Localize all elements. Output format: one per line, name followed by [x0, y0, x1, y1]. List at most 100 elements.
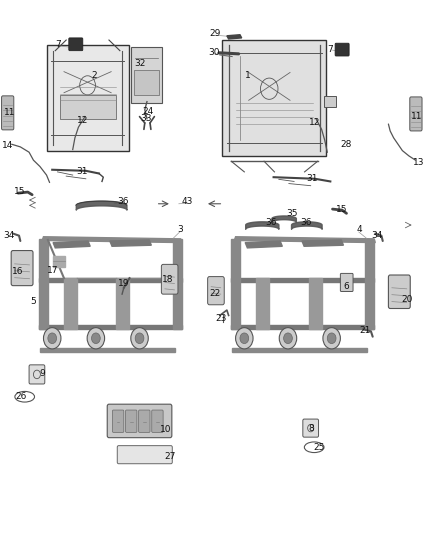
- Text: 1: 1: [244, 70, 250, 79]
- Circle shape: [43, 328, 61, 349]
- Polygon shape: [40, 349, 175, 352]
- FancyBboxPatch shape: [117, 446, 172, 464]
- FancyBboxPatch shape: [29, 365, 45, 384]
- FancyBboxPatch shape: [139, 410, 150, 432]
- Text: 18: 18: [162, 275, 173, 284]
- Polygon shape: [64, 278, 77, 329]
- Text: 30: 30: [208, 48, 219, 56]
- Text: 2: 2: [92, 70, 97, 79]
- FancyBboxPatch shape: [303, 419, 318, 437]
- Circle shape: [92, 333, 100, 344]
- Text: 26: 26: [15, 392, 27, 401]
- FancyBboxPatch shape: [131, 47, 162, 103]
- Text: 21: 21: [360, 326, 371, 335]
- Text: 34: 34: [3, 231, 14, 240]
- Circle shape: [87, 328, 105, 349]
- Text: 3: 3: [178, 225, 184, 234]
- Polygon shape: [256, 278, 269, 329]
- Text: 9: 9: [39, 369, 45, 378]
- Text: 19: 19: [118, 279, 130, 288]
- Text: 35: 35: [286, 209, 298, 218]
- Text: 36: 36: [300, 219, 312, 228]
- Polygon shape: [39, 325, 182, 329]
- FancyBboxPatch shape: [223, 40, 326, 156]
- FancyBboxPatch shape: [113, 410, 124, 432]
- Text: 33: 33: [140, 114, 152, 123]
- Text: 15: 15: [336, 205, 348, 214]
- FancyBboxPatch shape: [161, 264, 178, 294]
- Polygon shape: [234, 237, 375, 243]
- Circle shape: [284, 333, 292, 344]
- Text: 22: 22: [209, 288, 220, 297]
- Circle shape: [236, 328, 253, 349]
- Text: 12: 12: [77, 116, 88, 125]
- Text: 31: 31: [76, 167, 88, 176]
- Text: 28: 28: [341, 140, 352, 149]
- FancyBboxPatch shape: [335, 43, 349, 56]
- Polygon shape: [245, 241, 283, 248]
- FancyBboxPatch shape: [69, 38, 83, 51]
- Text: 7: 7: [328, 45, 333, 54]
- Text: 15: 15: [14, 187, 25, 196]
- Text: 12: 12: [308, 118, 320, 127]
- Text: 29: 29: [209, 29, 220, 38]
- Text: 6: 6: [344, 281, 350, 290]
- Text: 43: 43: [182, 197, 193, 206]
- Text: 32: 32: [134, 59, 145, 68]
- Polygon shape: [227, 35, 242, 39]
- Polygon shape: [42, 237, 182, 243]
- Polygon shape: [231, 325, 374, 329]
- FancyBboxPatch shape: [208, 277, 224, 305]
- Polygon shape: [53, 256, 65, 266]
- FancyBboxPatch shape: [107, 404, 172, 438]
- Text: 25: 25: [313, 443, 324, 452]
- Polygon shape: [39, 278, 182, 282]
- Text: 36: 36: [265, 219, 277, 228]
- FancyBboxPatch shape: [389, 275, 410, 309]
- FancyBboxPatch shape: [46, 45, 129, 151]
- Polygon shape: [231, 278, 374, 282]
- Circle shape: [135, 333, 144, 344]
- Text: 5: 5: [31, 297, 36, 306]
- FancyBboxPatch shape: [152, 410, 163, 432]
- FancyBboxPatch shape: [126, 410, 137, 432]
- Text: 31: 31: [306, 174, 317, 183]
- FancyBboxPatch shape: [324, 95, 336, 107]
- Polygon shape: [173, 239, 182, 329]
- Text: 7: 7: [56, 40, 61, 49]
- Circle shape: [323, 328, 340, 349]
- Text: 4: 4: [357, 225, 362, 234]
- Polygon shape: [308, 278, 321, 329]
- FancyBboxPatch shape: [60, 95, 116, 119]
- Polygon shape: [39, 239, 48, 329]
- FancyBboxPatch shape: [2, 96, 14, 130]
- FancyBboxPatch shape: [340, 273, 353, 292]
- FancyBboxPatch shape: [134, 70, 159, 95]
- Text: 8: 8: [309, 424, 314, 433]
- Text: 14: 14: [3, 141, 14, 150]
- Circle shape: [48, 333, 57, 344]
- Text: 13: 13: [413, 158, 425, 167]
- Text: 16: 16: [11, 268, 23, 276]
- Circle shape: [240, 333, 249, 344]
- Polygon shape: [117, 278, 130, 329]
- Text: 24: 24: [143, 107, 154, 116]
- Text: 11: 11: [410, 112, 422, 121]
- Polygon shape: [53, 241, 90, 248]
- Text: 27: 27: [164, 452, 176, 461]
- Circle shape: [131, 328, 148, 349]
- Text: 17: 17: [46, 266, 58, 275]
- Text: 11: 11: [4, 108, 15, 117]
- Text: 36: 36: [117, 197, 129, 206]
- Polygon shape: [302, 240, 343, 246]
- Polygon shape: [232, 349, 367, 352]
- Circle shape: [279, 328, 297, 349]
- Text: 34: 34: [371, 231, 383, 240]
- FancyBboxPatch shape: [410, 97, 422, 131]
- Polygon shape: [365, 239, 374, 329]
- Text: 23: 23: [215, 314, 226, 323]
- Circle shape: [327, 333, 336, 344]
- Text: 10: 10: [160, 425, 172, 434]
- FancyBboxPatch shape: [11, 251, 33, 286]
- Polygon shape: [231, 239, 240, 329]
